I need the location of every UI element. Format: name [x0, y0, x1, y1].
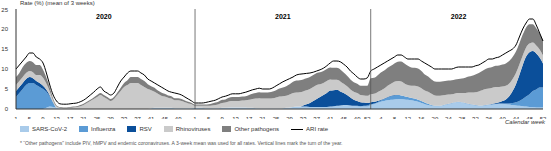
html-text:RSV: RSV — [139, 126, 152, 132]
svg-text:29: 29 — [107, 116, 114, 119]
svg-text:9: 9 — [41, 116, 45, 119]
svg-text:40: 40 — [499, 116, 506, 119]
svg-text:45: 45 — [340, 116, 347, 119]
svg-text:8: 8 — [393, 116, 397, 119]
svg-text:1: 1 — [193, 116, 197, 119]
html-text:SARS-CoV-2: SARS-CoV-2 — [32, 126, 67, 132]
svg-text:29: 29 — [286, 116, 293, 119]
html-text:Calendar week: Calendar week — [505, 119, 545, 125]
html-text:Other pathogens: Other pathogens — [234, 126, 280, 132]
svg-text:41: 41 — [327, 116, 334, 119]
html-text:ARI rate: ARI rate — [306, 126, 329, 132]
svg-text:37: 37 — [313, 116, 320, 119]
svg-text:33: 33 — [121, 116, 128, 119]
svg-text:0: 0 — [8, 106, 9, 112]
svg-text:49: 49 — [354, 116, 361, 119]
svg-text:2022: 2022 — [451, 13, 467, 20]
svg-text:41: 41 — [148, 116, 155, 119]
svg-text:44: 44 — [513, 116, 520, 119]
svg-text:20: 20 — [432, 116, 439, 119]
svg-text:25: 25 — [94, 116, 101, 119]
svg-text:48: 48 — [526, 116, 533, 119]
svg-text:16: 16 — [418, 116, 425, 119]
svg-text:1: 1 — [14, 116, 18, 119]
svg-text:32: 32 — [472, 116, 479, 119]
svg-text:33: 33 — [300, 116, 307, 119]
svg-text:37: 37 — [134, 116, 141, 119]
svg-text:21: 21 — [259, 116, 266, 119]
svg-text:12: 12 — [405, 116, 412, 119]
svg-text:5: 5 — [8, 86, 9, 92]
svg-text:45: 45 — [161, 116, 168, 119]
svg-text:24: 24 — [445, 116, 452, 119]
svg-text:2021: 2021 — [275, 13, 291, 20]
html-text:* “Other pathogens” include PI: * “Other pathogens” include PIV, hMPV an… — [20, 140, 343, 146]
svg-text:25: 25 — [273, 116, 280, 119]
html-text:Rate (%) (mean of 3 weeks): Rate (%) (mean of 3 weeks) — [20, 0, 95, 6]
svg-text:36: 36 — [486, 116, 493, 119]
svg-text:17: 17 — [246, 116, 253, 119]
svg-text:4: 4 — [379, 116, 383, 119]
svg-text:2020: 2020 — [96, 13, 112, 20]
svg-text:9: 9 — [220, 116, 224, 119]
svg-text:52: 52 — [364, 116, 371, 119]
svg-text:13: 13 — [232, 116, 239, 119]
svg-text:10: 10 — [8, 66, 9, 72]
svg-text:5: 5 — [207, 116, 211, 119]
svg-text:21: 21 — [80, 116, 87, 119]
svg-text:13: 13 — [53, 116, 60, 119]
svg-text:49: 49 — [175, 116, 182, 119]
svg-text:20: 20 — [8, 26, 9, 32]
html-text:Rhinoviruses: Rhinoviruses — [175, 126, 211, 132]
svg-text:25: 25 — [8, 7, 9, 13]
svg-text:17: 17 — [67, 116, 74, 119]
html-text:Influenza: Influenza — [91, 126, 116, 132]
svg-text:28: 28 — [459, 116, 466, 119]
svg-text:52: 52 — [540, 116, 543, 119]
svg-text:5: 5 — [28, 116, 32, 119]
svg-text:15: 15 — [8, 46, 9, 52]
